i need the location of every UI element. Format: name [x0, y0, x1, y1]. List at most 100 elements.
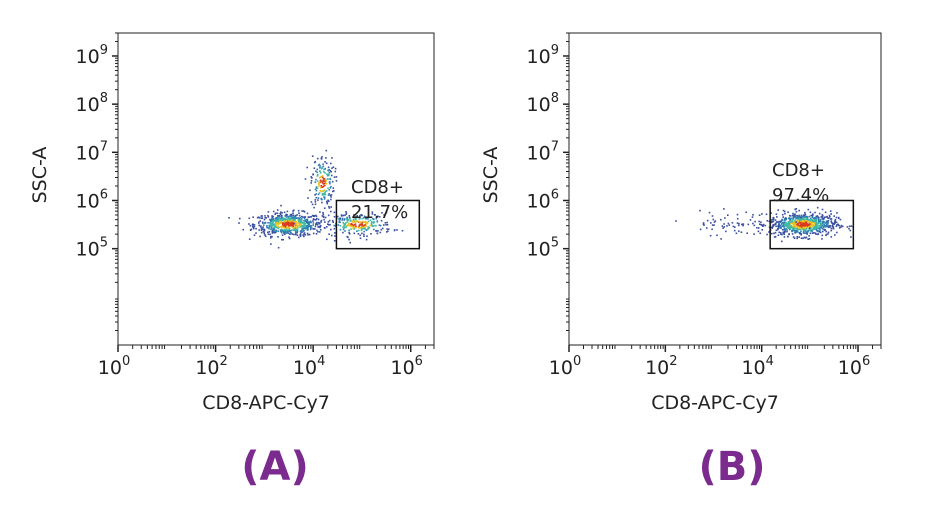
data-point — [789, 218, 791, 221]
data-point — [278, 219, 280, 221]
data-point — [800, 228, 803, 230]
data-point — [381, 227, 384, 230]
data-point — [298, 236, 300, 239]
data-point — [270, 228, 272, 230]
data-point — [766, 220, 769, 222]
data-point — [727, 222, 730, 225]
data-point — [386, 221, 388, 224]
data-point — [260, 227, 263, 229]
data-point — [810, 227, 812, 230]
data-point — [817, 218, 820, 220]
data-point — [277, 230, 280, 233]
data-point — [805, 236, 808, 239]
data-point — [358, 225, 360, 228]
data-point — [268, 224, 270, 227]
y-tick-label: 105 — [527, 236, 559, 261]
data-point — [258, 224, 260, 227]
data-point — [363, 233, 365, 236]
data-point — [298, 225, 300, 227]
data-point — [731, 222, 734, 224]
data-point — [810, 221, 812, 223]
data-point — [270, 221, 273, 223]
data-point — [734, 226, 736, 228]
data-point — [327, 173, 329, 176]
data-point — [385, 223, 387, 226]
data-point — [813, 232, 815, 234]
data-point — [345, 211, 347, 213]
data-point — [777, 225, 779, 228]
data-point — [675, 220, 677, 222]
data-point — [323, 168, 325, 171]
data-point — [316, 171, 318, 174]
data-point — [823, 223, 825, 226]
data-point — [287, 220, 290, 222]
data-point — [809, 217, 812, 220]
data-point — [813, 218, 815, 221]
data-point — [296, 228, 299, 231]
data-point — [319, 172, 322, 174]
data-point — [289, 214, 292, 216]
data-point — [264, 221, 267, 224]
data-point — [330, 234, 333, 237]
data-point — [263, 231, 265, 233]
data-point — [821, 224, 824, 226]
data-point — [273, 226, 276, 228]
data-point — [294, 214, 297, 217]
data-point — [837, 224, 840, 226]
data-point — [783, 228, 785, 231]
data-point — [333, 190, 335, 192]
data-point — [279, 220, 282, 222]
data-point — [260, 229, 263, 231]
data-point — [271, 232, 274, 234]
data-point — [779, 226, 782, 229]
data-point — [315, 233, 318, 235]
data-point — [253, 225, 256, 228]
data-point — [808, 238, 811, 240]
data-point — [268, 218, 271, 221]
data-point — [283, 225, 285, 227]
data-point — [820, 226, 823, 229]
data-point — [809, 221, 811, 224]
data-point — [799, 219, 801, 221]
data-point — [337, 215, 339, 218]
data-point — [331, 167, 333, 169]
data-point — [275, 226, 277, 228]
data-point — [356, 230, 358, 232]
data-point — [785, 221, 787, 224]
data-point — [385, 211, 388, 214]
data-point — [285, 216, 288, 218]
data-point — [322, 194, 324, 196]
data-point — [298, 218, 300, 221]
data-point — [278, 215, 281, 218]
data-point — [342, 221, 344, 224]
data-point — [782, 216, 784, 218]
data-point — [703, 224, 705, 226]
data-point — [797, 216, 800, 218]
data-point — [800, 221, 803, 224]
data-point — [809, 211, 812, 214]
data-point — [346, 224, 348, 227]
data-point — [291, 217, 294, 219]
data-point — [805, 222, 807, 224]
data-point — [760, 221, 762, 223]
data-point — [285, 230, 287, 233]
data-point — [307, 234, 309, 236]
data-point — [314, 188, 317, 191]
data-point — [806, 216, 809, 218]
data-point — [308, 225, 310, 228]
data-point — [286, 228, 288, 231]
data-point — [359, 234, 361, 237]
data-point — [757, 230, 760, 233]
data-point — [330, 196, 332, 198]
data-point — [818, 226, 820, 228]
data-point — [350, 223, 353, 225]
data-point — [268, 226, 271, 228]
data-point — [272, 228, 274, 230]
data-point — [253, 224, 256, 226]
data-point — [827, 219, 830, 222]
data-point — [259, 235, 261, 238]
data-point — [303, 225, 305, 228]
data-point — [788, 223, 790, 226]
data-point — [800, 217, 803, 219]
data-point — [303, 229, 305, 232]
